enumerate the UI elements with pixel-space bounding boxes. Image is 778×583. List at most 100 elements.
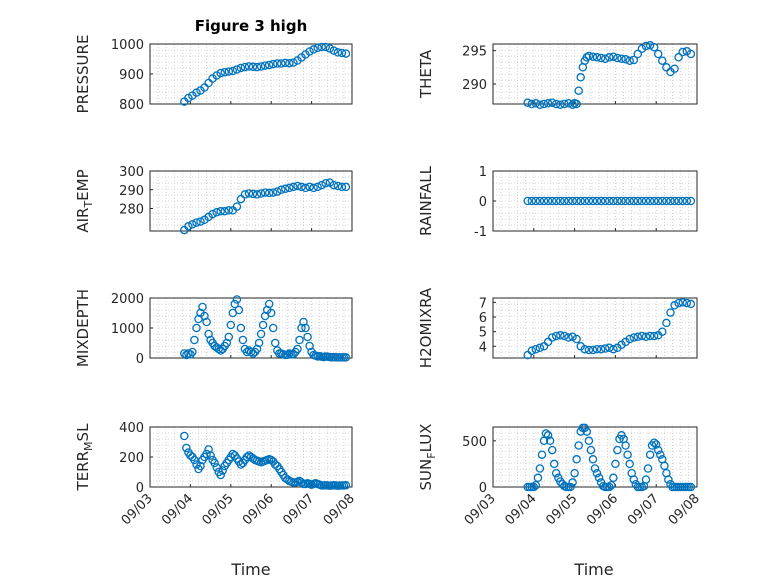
y-tick-label: 0 bbox=[479, 481, 487, 496]
data-point bbox=[341, 480, 351, 490]
subplot-5: 0 1000 2000 MIXDEPTH bbox=[74, 289, 353, 367]
x-tick-label: 09/06 bbox=[240, 491, 277, 528]
data-point bbox=[564, 99, 573, 108]
y-tick-label: 7 bbox=[479, 296, 487, 311]
data-point bbox=[617, 54, 626, 63]
data-point bbox=[645, 196, 655, 206]
data-point bbox=[293, 181, 302, 191]
data-point bbox=[605, 482, 614, 492]
data-point bbox=[202, 317, 211, 327]
data-point bbox=[188, 347, 197, 357]
data-point bbox=[649, 196, 659, 206]
subplot-8: 0 500 09/03 09/04 09/05 09/06 09/07 09/08 SUNFLU… bbox=[417, 424, 703, 529]
x-tick-label: 09/05 bbox=[200, 491, 237, 528]
data-point bbox=[198, 302, 207, 312]
data-point bbox=[268, 59, 278, 69]
y-tick-label: -1 bbox=[474, 225, 487, 240]
data-point bbox=[248, 189, 258, 199]
data-point bbox=[564, 333, 573, 342]
data-point bbox=[224, 67, 234, 76]
data-point bbox=[686, 299, 696, 309]
data-point bbox=[321, 42, 330, 52]
data-point bbox=[531, 480, 541, 490]
data-point bbox=[297, 478, 306, 487]
data-point bbox=[196, 217, 205, 226]
data-point bbox=[551, 331, 561, 341]
data-point bbox=[645, 41, 655, 50]
data-point bbox=[535, 196, 545, 206]
data-point bbox=[527, 346, 537, 355]
data-point bbox=[268, 188, 278, 197]
data-point bbox=[543, 99, 553, 108]
y-axis-label: H2OMIXRA bbox=[417, 287, 435, 368]
data-point bbox=[678, 196, 687, 206]
data-point bbox=[180, 349, 189, 358]
data-point bbox=[182, 443, 191, 453]
data-point bbox=[617, 196, 626, 206]
data-point bbox=[216, 207, 225, 216]
data-point bbox=[260, 61, 270, 70]
data-point bbox=[641, 332, 651, 342]
data-point bbox=[645, 331, 655, 341]
data-point bbox=[653, 49, 663, 59]
data-point bbox=[289, 58, 298, 67]
data-point bbox=[607, 480, 616, 490]
data-point bbox=[549, 459, 559, 469]
data-point bbox=[658, 56, 667, 65]
data-point bbox=[202, 449, 211, 459]
data-point bbox=[192, 460, 201, 469]
y-tick-label: 200 bbox=[119, 451, 144, 466]
data-point bbox=[592, 196, 602, 206]
data-point bbox=[244, 62, 254, 71]
y-tick-label: 6 bbox=[479, 311, 487, 326]
data-point bbox=[220, 67, 229, 77]
y-tick-label: 290 bbox=[119, 184, 144, 199]
data-point bbox=[238, 335, 248, 345]
y-tick-label: 1000 bbox=[111, 322, 144, 337]
data-point bbox=[268, 323, 278, 333]
data-point bbox=[264, 299, 274, 309]
data-point bbox=[256, 189, 266, 198]
data-point bbox=[609, 52, 618, 61]
data-point bbox=[242, 452, 252, 462]
data-point bbox=[637, 331, 647, 341]
data-point bbox=[609, 344, 618, 354]
data-point bbox=[341, 49, 351, 58]
data-point bbox=[592, 468, 602, 478]
data-point bbox=[658, 196, 667, 206]
data-point bbox=[674, 298, 683, 308]
data-point bbox=[204, 78, 213, 88]
data-point bbox=[625, 196, 634, 206]
data-point bbox=[333, 181, 343, 191]
data-point bbox=[588, 455, 598, 464]
data-point bbox=[588, 196, 598, 206]
data-point bbox=[686, 49, 696, 59]
data-point bbox=[600, 344, 610, 353]
data-point bbox=[592, 344, 602, 354]
data-point bbox=[674, 53, 683, 62]
data-point bbox=[666, 196, 675, 206]
data-point bbox=[662, 318, 671, 328]
data-point bbox=[317, 42, 326, 52]
y-tick-label: 400 bbox=[119, 421, 144, 436]
data-point bbox=[289, 182, 298, 192]
data-point bbox=[678, 47, 687, 57]
data-point bbox=[584, 436, 594, 446]
data-point bbox=[596, 196, 606, 206]
data-point bbox=[313, 182, 322, 192]
data-point bbox=[333, 48, 343, 57]
y-axis-label: TERRMSL bbox=[74, 423, 95, 492]
data-point bbox=[543, 196, 553, 206]
data-point bbox=[224, 332, 234, 342]
data-point bbox=[273, 187, 282, 196]
data-point bbox=[188, 220, 197, 229]
data-point bbox=[649, 43, 659, 52]
data-point bbox=[539, 99, 549, 109]
data-point bbox=[305, 182, 314, 192]
data-point bbox=[658, 327, 667, 336]
data-point bbox=[547, 333, 557, 342]
y-axis-label: MIXDEPTH bbox=[74, 289, 92, 367]
y-tick-label: 295 bbox=[462, 45, 487, 60]
